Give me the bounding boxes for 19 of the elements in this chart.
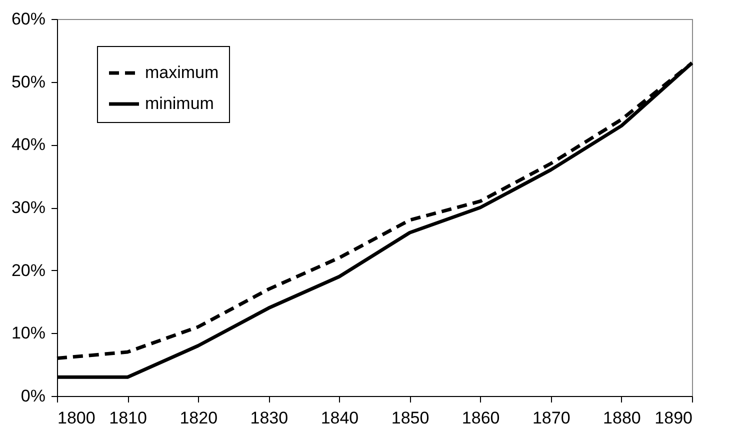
- legend-label: minimum: [145, 94, 214, 113]
- x-tick-label: 1810: [109, 408, 147, 428]
- x-tick-label: 1850: [391, 408, 430, 428]
- legend-label: maximum: [145, 63, 219, 82]
- y-tick-label: 50%: [11, 72, 46, 92]
- x-tick-label: 1880: [603, 408, 641, 428]
- x-tick-label: 1840: [320, 408, 359, 428]
- y-tick-label: 60%: [11, 10, 46, 28]
- y-tick-label: 20%: [11, 260, 46, 280]
- x-tick-label: 1890: [654, 408, 692, 428]
- y-tick-label: 30%: [11, 198, 46, 217]
- x-tick-label: 1800: [58, 408, 96, 428]
- y-tick-label: 40%: [11, 135, 46, 154]
- x-tick-label: 1830: [250, 408, 288, 428]
- y-tick-label: 10%: [11, 324, 46, 343]
- x-tick-label: 1870: [532, 408, 570, 428]
- x-tick-label: 1860: [462, 408, 500, 428]
- y-tick-label: 0%: [20, 386, 46, 406]
- x-tick-label: 1820: [180, 408, 218, 428]
